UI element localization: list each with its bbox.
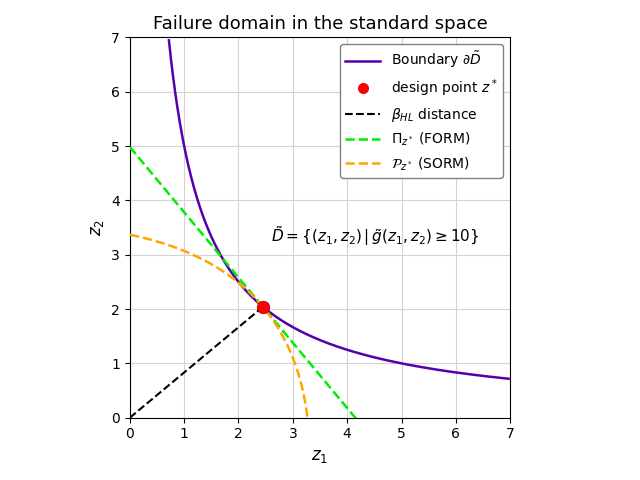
Legend: Boundary $\partial\tilde{D}$, design point $z^*$, $\beta_{HL}$ distance, $\Pi_{z: Boundary $\partial\tilde{D}$, design poi… (340, 44, 503, 178)
X-axis label: $z_1$: $z_1$ (312, 447, 328, 465)
Title: Failure domain in the standard space: Failure domain in the standard space (152, 15, 488, 33)
Y-axis label: $z_2$: $z_2$ (88, 219, 106, 236)
Text: $\tilde{D} = \{(z_1,z_2)\,|\,\tilde{g}(z_1,z_2) \geq 10\}$: $\tilde{D} = \{(z_1,z_2)\,|\,\tilde{g}(z… (271, 224, 479, 248)
